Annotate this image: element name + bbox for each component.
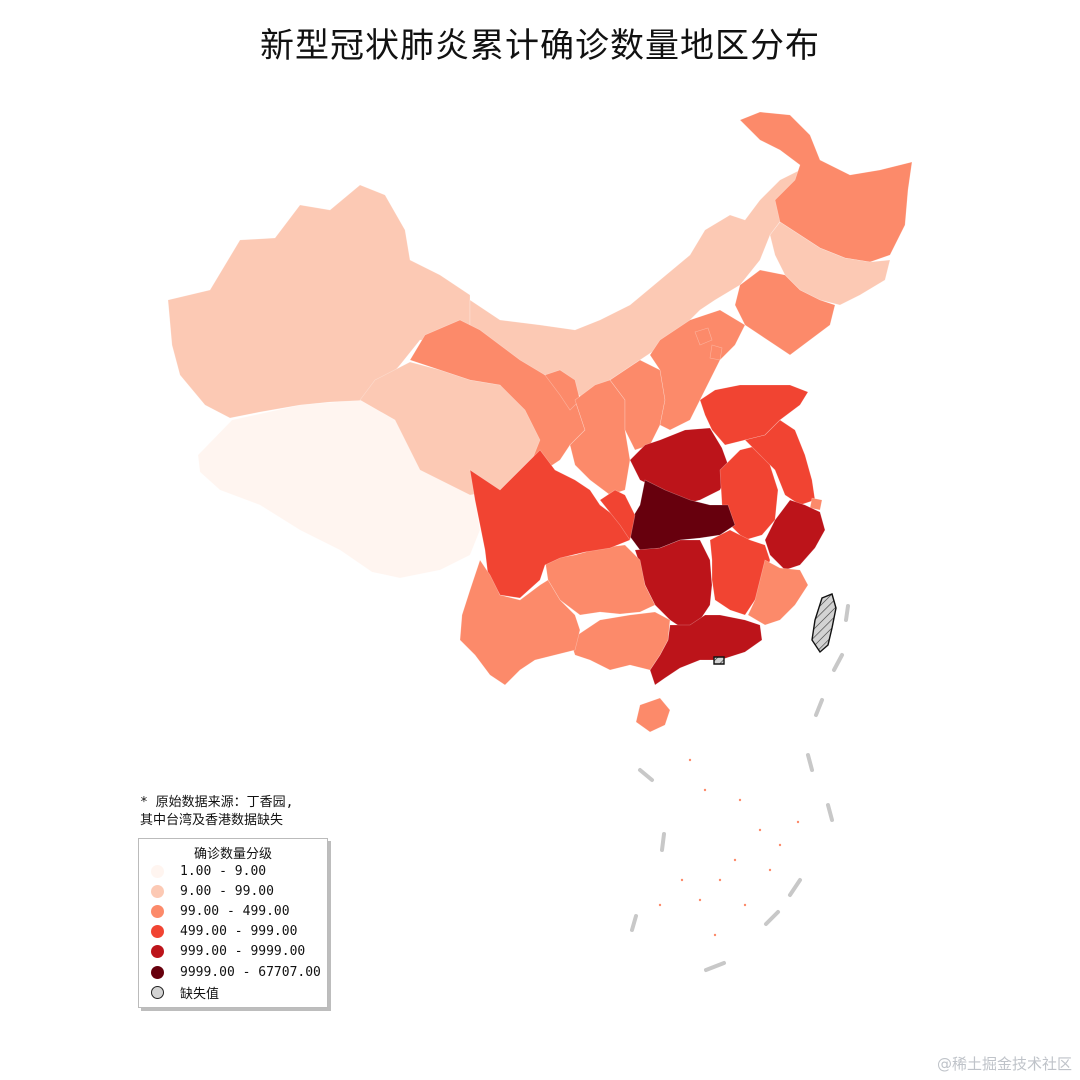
south-sea-boundary-dash	[764, 910, 780, 926]
region-sichuan	[469, 449, 631, 599]
legend-swatch	[151, 985, 164, 999]
island-dot	[733, 858, 737, 862]
region-chongqing	[599, 489, 636, 541]
south-sea-boundary-dash	[788, 878, 802, 897]
region-shanghai	[809, 497, 823, 511]
legend-swatch	[151, 965, 164, 979]
south-sea-boundary-dash	[704, 961, 726, 972]
legend-swatch	[151, 925, 164, 939]
region-hongkong	[713, 656, 725, 665]
region-tianjin	[709, 344, 723, 361]
south-sea-boundary-dash	[638, 768, 654, 782]
legend-label: 9.00 - 99.00	[180, 883, 274, 899]
region-liaoning	[734, 269, 836, 356]
island-dot	[688, 758, 692, 762]
island-dot	[778, 843, 782, 847]
south-sea-boundary-dash	[832, 653, 844, 672]
legend-swatch	[151, 864, 164, 878]
island-dot	[658, 903, 662, 907]
legend-label: 499.00 - 999.00	[180, 924, 298, 940]
legend-swatch	[151, 904, 164, 918]
legend-title: 确诊数量分级	[193, 847, 272, 862]
legend-item: 99.00 - 499.00	[139, 901, 327, 921]
island-dot	[703, 788, 707, 792]
region-jiangsu	[744, 419, 816, 506]
legend-swatch	[151, 945, 164, 959]
note-line-1: * 原始数据来源：丁香园,	[140, 795, 294, 810]
south-sea-boundary-dash	[826, 803, 834, 822]
legend-item: 1.00 - 9.00	[139, 861, 327, 881]
south-sea-boundary-dash	[806, 753, 814, 772]
region-hainan	[635, 697, 671, 733]
legend-item: 999.00 - 9999.00	[139, 942, 327, 962]
south-sea-boundary-dash	[814, 698, 824, 717]
south-sea-boundary-dash	[660, 832, 666, 852]
region-taiwan	[811, 593, 837, 654]
note-line-2: 其中台湾及香港数据缺失	[140, 813, 284, 828]
region-shanxi	[609, 359, 666, 451]
legend-item: 缺失值	[139, 982, 327, 1002]
region-zhejiang	[764, 499, 826, 571]
legend-label: 999.00 - 9999.00	[180, 944, 306, 960]
legend-label: 9999.00 - 67707.00	[180, 964, 321, 980]
map-title: 新型冠状肺炎累计确诊数量地区分布	[260, 26, 820, 66]
region-shaanxi	[569, 379, 631, 496]
legend-label: 1.00 - 9.00	[180, 863, 267, 879]
south-sea-boundary-dash	[844, 604, 850, 622]
region-guangxi	[569, 611, 671, 671]
region-fujian	[747, 559, 809, 626]
island-dot	[758, 828, 762, 832]
region-heilongjiang	[739, 111, 913, 263]
island-dot	[738, 798, 742, 802]
south-sea-boundary-dash	[630, 914, 638, 932]
region-jilin	[769, 221, 891, 306]
island-dot	[680, 878, 684, 882]
region-hunan	[634, 539, 713, 631]
island-dot	[713, 933, 717, 937]
island-dot	[796, 820, 800, 824]
data-source-note: * 原始数据来源：丁香园, 其中台湾及香港数据缺失	[140, 794, 293, 830]
watermark: @稀土掘金技术社区	[936, 1055, 1072, 1073]
legend-swatch	[151, 884, 164, 898]
island-dot	[768, 868, 772, 872]
legend-label: 99.00 - 499.00	[180, 903, 290, 919]
region-yunnan	[459, 559, 581, 686]
map-legend: 确诊数量分级 1.00 - 9.00 9.00 - 99.00 99.00 - 49…	[138, 838, 328, 1008]
island-dot	[698, 898, 702, 902]
region-shandong	[699, 384, 809, 446]
legend-item: 499.00 - 999.00	[139, 922, 327, 942]
legend-item: 9.00 - 99.00	[139, 881, 327, 901]
island-dot	[743, 903, 747, 907]
region-beijing	[694, 327, 713, 346]
legend-item: 9999.00 - 67707.00	[139, 962, 327, 982]
island-dot	[718, 878, 722, 882]
legend-label: 缺失值	[180, 986, 220, 1002]
